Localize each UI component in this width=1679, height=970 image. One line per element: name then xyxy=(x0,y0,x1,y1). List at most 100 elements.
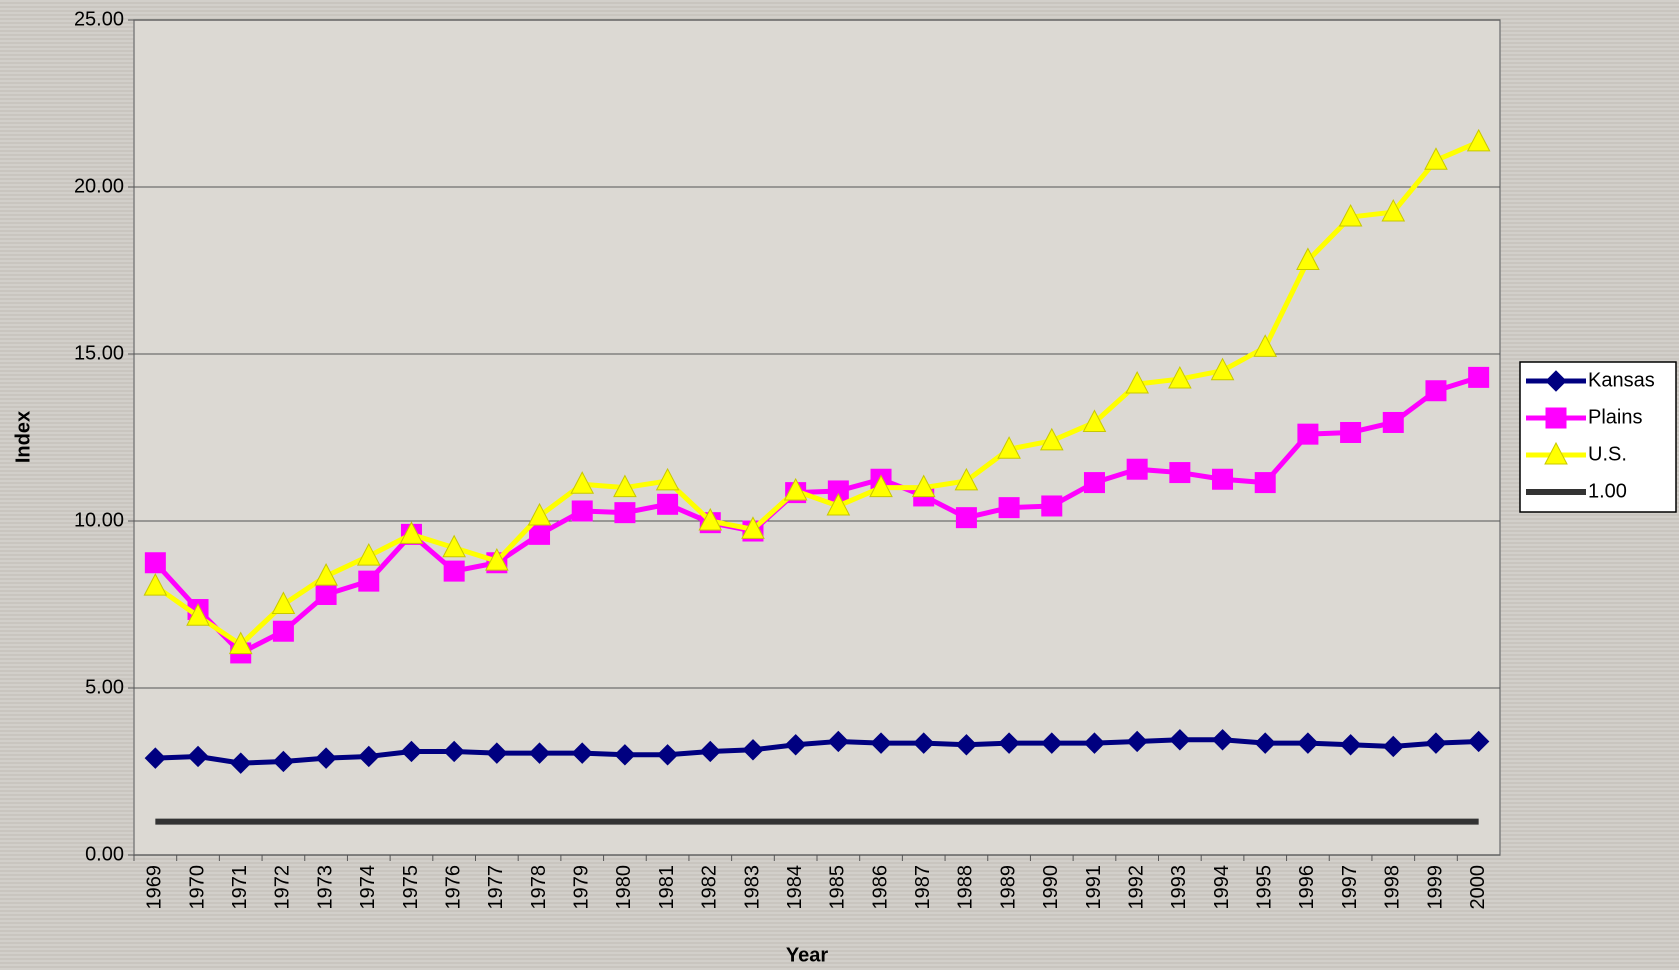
x-tick-label: 1970 xyxy=(186,865,208,910)
data-point xyxy=(358,745,380,768)
data-point xyxy=(1041,732,1063,754)
data-point xyxy=(529,523,551,545)
data-point xyxy=(272,750,295,773)
y-tick-label: 5.00 xyxy=(85,676,124,698)
x-tick-label: 1980 xyxy=(613,865,635,910)
data-point xyxy=(443,740,465,763)
x-tick-label: 1971 xyxy=(229,865,251,910)
legend: Kansas Plains U.S. 1.00 xyxy=(1519,361,1677,513)
x-tick-label: 1983 xyxy=(741,865,763,910)
x-tick-label: 2000 xyxy=(1467,865,1489,910)
data-point xyxy=(1254,732,1276,754)
x-tick-label: 1972 xyxy=(272,865,294,910)
legend-marker xyxy=(1545,407,1567,429)
x-tick-label: 1996 xyxy=(1296,865,1318,910)
x-axis-title: Year xyxy=(786,944,828,966)
data-point xyxy=(826,492,851,516)
data-point xyxy=(1254,472,1276,494)
x-tick-label: 1988 xyxy=(955,865,977,910)
data-point xyxy=(783,477,808,501)
x-tick-label: 1990 xyxy=(1040,865,1062,910)
x-tick-label: 1975 xyxy=(400,865,422,910)
data-point xyxy=(870,732,892,754)
data-point xyxy=(1338,203,1363,227)
data-point xyxy=(1468,366,1490,388)
y-tick-label: 25.00 xyxy=(74,8,124,30)
data-point xyxy=(1381,198,1406,222)
data-point xyxy=(358,570,380,592)
data-point xyxy=(314,563,338,586)
data-point xyxy=(1083,732,1106,754)
data-point xyxy=(614,744,636,766)
data-point xyxy=(1039,427,1064,451)
data-point xyxy=(1425,732,1447,754)
legend-label: Kansas xyxy=(1588,369,1655,391)
x-tick-label: 1978 xyxy=(528,865,550,910)
x-tick-label: 1993 xyxy=(1168,865,1190,910)
legend-label: U.S. xyxy=(1588,443,1627,465)
data-point xyxy=(271,591,296,614)
data-point xyxy=(1296,247,1320,270)
x-tick-label: 1987 xyxy=(912,865,934,910)
data-point xyxy=(698,507,723,531)
legend-label: 1.00 xyxy=(1588,480,1627,502)
data-point xyxy=(1424,147,1448,170)
x-tick-label: 1997 xyxy=(1339,865,1361,910)
x-tick-label: 1984 xyxy=(784,865,806,910)
data-point xyxy=(613,474,637,498)
x-tick-label: 1991 xyxy=(1083,865,1105,910)
data-point xyxy=(1297,732,1319,754)
data-point xyxy=(614,502,636,524)
data-point xyxy=(1168,365,1192,389)
data-point xyxy=(315,747,337,769)
data-point xyxy=(784,734,807,756)
data-point xyxy=(998,732,1020,754)
x-tick-label: 1977 xyxy=(485,865,507,910)
data-point xyxy=(997,436,1021,459)
legend-marker xyxy=(1544,441,1568,465)
data-point xyxy=(400,740,423,763)
data-point xyxy=(571,500,593,522)
plot-area xyxy=(133,19,1501,856)
x-tick-label: 1998 xyxy=(1382,865,1404,910)
data-point xyxy=(486,742,508,764)
data-point xyxy=(1126,730,1148,753)
data-point xyxy=(315,583,337,605)
data-point xyxy=(1425,380,1447,402)
series xyxy=(143,128,1491,655)
data-point xyxy=(741,516,765,539)
data-point xyxy=(1382,735,1404,758)
y-tick-label: 10.00 xyxy=(74,509,124,531)
data-point xyxy=(1169,729,1191,751)
data-point xyxy=(571,742,593,764)
data-point xyxy=(228,631,253,655)
data-point xyxy=(998,497,1020,519)
data-point xyxy=(1169,462,1191,484)
x-tick-label: 1985 xyxy=(827,865,849,910)
data-point xyxy=(913,732,935,754)
data-point xyxy=(1467,730,1490,753)
data-point xyxy=(1339,734,1362,756)
data-point xyxy=(1466,128,1491,152)
x-tick-label: 1989 xyxy=(997,865,1019,910)
legend-box xyxy=(1519,361,1677,513)
x-tick-label: 1981 xyxy=(656,865,678,910)
data-point xyxy=(1041,495,1063,517)
data-point xyxy=(655,467,680,491)
data-point xyxy=(1212,468,1234,490)
data-point xyxy=(485,548,509,571)
data-point xyxy=(1211,729,1234,751)
x-tick-label: 1974 xyxy=(357,865,379,910)
data-point xyxy=(187,745,209,768)
data-point xyxy=(356,542,381,566)
data-point xyxy=(1210,357,1235,381)
data-point xyxy=(442,534,466,558)
data-point xyxy=(1126,458,1148,480)
data-point xyxy=(186,603,210,626)
data-point xyxy=(272,620,294,642)
data-point xyxy=(955,734,978,756)
legend-label: Plains xyxy=(1588,406,1642,428)
y-tick-label: 15.00 xyxy=(74,342,124,364)
data-point xyxy=(443,560,465,582)
